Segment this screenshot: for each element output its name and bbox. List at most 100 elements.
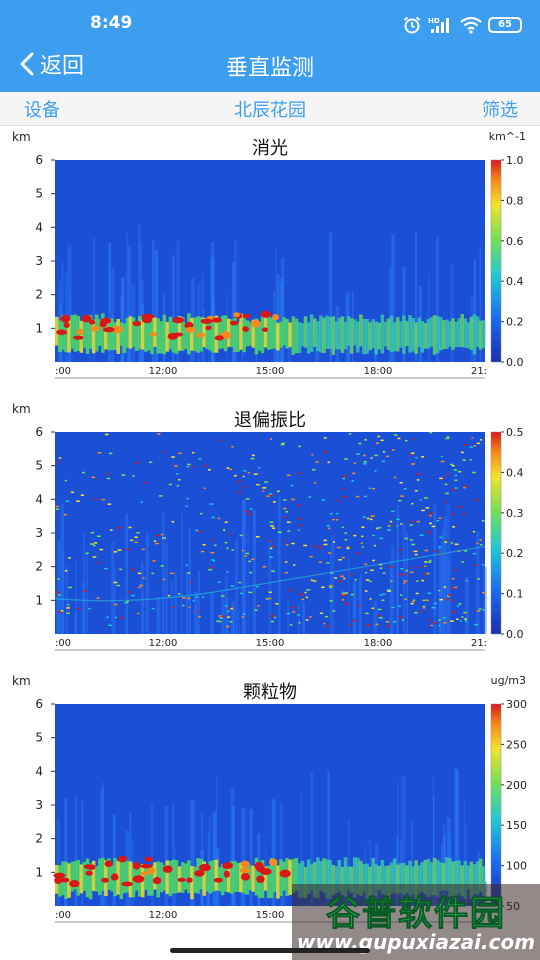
speckle <box>382 460 385 463</box>
speckle <box>93 542 98 544</box>
signal-streak <box>439 544 443 634</box>
speckle <box>208 569 213 571</box>
speckle <box>297 517 301 520</box>
device-button[interactable]: 设备 <box>24 100 60 121</box>
aerosol-layer <box>399 321 403 348</box>
speckle <box>429 619 432 622</box>
signal-streak <box>441 529 446 634</box>
speckle <box>275 602 279 605</box>
signal-streak <box>477 590 479 634</box>
speckle <box>175 473 179 475</box>
high-value-spot <box>213 877 223 883</box>
speckle <box>361 535 364 538</box>
speckle <box>298 524 302 527</box>
x-tick-label: 12:00 <box>149 366 178 377</box>
aerosol-layer <box>420 861 425 893</box>
aerosol-layer <box>230 861 234 895</box>
aerosol-layer <box>395 317 400 352</box>
aerosol-layer <box>113 322 117 351</box>
speckle <box>341 591 346 594</box>
y-tick-label: 3 <box>35 254 43 268</box>
speckle <box>66 607 71 609</box>
speckle <box>231 549 234 551</box>
signal-streak <box>64 798 68 906</box>
speckle <box>425 599 429 601</box>
speckle <box>64 570 68 572</box>
aerosol-layer <box>423 859 428 895</box>
speckle <box>354 578 357 581</box>
aerosol-layer <box>134 323 139 351</box>
speckle <box>429 559 432 562</box>
speckle <box>433 622 438 624</box>
speckle <box>191 451 195 454</box>
speckle <box>409 571 414 574</box>
aerosol-layer <box>340 866 345 895</box>
aerosol-layer <box>107 321 111 351</box>
high-value-spot <box>200 318 213 324</box>
speckle <box>373 544 376 547</box>
speckle <box>375 623 379 626</box>
speckle <box>369 580 372 583</box>
aerosol-layer <box>257 321 262 351</box>
speckle <box>268 591 272 594</box>
speckle <box>389 520 393 523</box>
high-value-spot <box>117 855 127 863</box>
watermark-logo: 谷普软件园 <box>326 894 506 935</box>
colorbar-tick-label: 0.0 <box>506 356 524 369</box>
speckle <box>454 543 459 546</box>
station-selector[interactable]: 北辰花园 <box>234 100 306 121</box>
aerosol-layer <box>420 321 425 353</box>
signal-streak <box>373 600 378 634</box>
speckle <box>55 505 60 508</box>
chart-depolarization: 6 5 4 3 2 1:00 12:00 15:00 18:00 21: 0.5 0.4 0.3 0.2 0… <box>0 402 540 674</box>
back-button[interactable]: 返回 <box>18 48 84 80</box>
speckle <box>113 551 118 553</box>
signal-streak <box>93 238 96 362</box>
aerosol-layer <box>417 317 421 348</box>
signal-streak <box>359 574 362 634</box>
aerosol-layer <box>236 322 240 352</box>
aerosol-layer <box>119 860 124 899</box>
aerosol-layer <box>334 321 339 350</box>
colorbar-tick-label: 0.6 <box>506 235 524 248</box>
speckle <box>185 564 188 567</box>
speckle <box>461 616 464 618</box>
speckle <box>446 473 450 476</box>
speckle <box>462 513 466 515</box>
speckle <box>328 527 331 530</box>
speckle <box>243 470 247 472</box>
speckle <box>399 594 403 596</box>
high-value-spot <box>111 325 123 334</box>
high-value-spot <box>53 872 66 879</box>
speckle <box>429 511 434 514</box>
home-indicator[interactable] <box>170 948 370 953</box>
x-tick-label: 12:00 <box>149 638 178 649</box>
speckle <box>141 548 145 551</box>
chevron-left-icon <box>20 52 34 76</box>
speckle <box>291 498 295 501</box>
speckle <box>306 589 311 591</box>
high-value-spot <box>144 856 153 862</box>
speckle <box>382 451 386 453</box>
filter-button[interactable]: 筛选 <box>482 100 518 121</box>
aerosol-layer <box>205 865 210 892</box>
aerosol-layer <box>454 321 458 348</box>
speckle <box>229 607 234 610</box>
speckle <box>462 459 466 462</box>
signal-streak <box>180 512 183 634</box>
aerosol-layer <box>316 321 320 352</box>
aerosol-layer <box>263 866 268 891</box>
speckle <box>177 452 182 455</box>
aerosol-layer <box>340 316 345 353</box>
speckle <box>431 525 436 528</box>
aerosol-layer <box>408 315 412 353</box>
signal-streak <box>329 550 332 634</box>
speckle <box>382 593 386 595</box>
speckle <box>457 470 462 473</box>
signal-streak <box>164 806 168 906</box>
speckle <box>370 457 373 459</box>
speckle <box>104 433 109 436</box>
speckle <box>329 600 333 602</box>
speckle <box>265 495 270 497</box>
aerosol-layer <box>466 322 471 349</box>
